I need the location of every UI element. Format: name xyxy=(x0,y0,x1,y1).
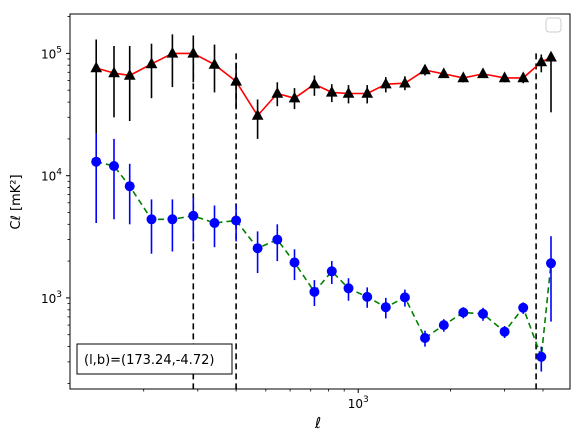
data-point-triangle xyxy=(399,76,411,88)
data-point-triangle xyxy=(166,46,179,58)
data-point-circle xyxy=(343,283,354,294)
data-point-triangle xyxy=(437,67,450,79)
data-point-triangle xyxy=(325,85,338,97)
data-point-circle xyxy=(188,210,199,221)
data-point-triangle xyxy=(380,77,392,89)
data-point-circle xyxy=(91,156,102,167)
annotation-box xyxy=(76,343,233,375)
plot-background xyxy=(70,14,570,389)
annotation-text: (l,b)=(173.24,-4.72) xyxy=(84,353,214,368)
data-point-triangle xyxy=(419,63,431,75)
data-point-triangle xyxy=(517,71,530,83)
y-tick-label: 104 xyxy=(41,168,62,184)
x-axis-label: ℓ xyxy=(314,414,321,432)
data-point-triangle xyxy=(208,58,221,69)
y-tick-label: 103 xyxy=(41,290,62,306)
data-point-circle xyxy=(272,234,283,245)
y-axis-label: Cℓ [mK²] xyxy=(9,174,24,229)
data-point-circle xyxy=(438,320,449,331)
data-point-triangle xyxy=(187,46,200,58)
data-point-circle xyxy=(252,243,263,254)
plot-layer xyxy=(90,34,557,389)
data-point-circle xyxy=(399,292,410,303)
data-point-triangle xyxy=(545,50,557,62)
data-point-circle xyxy=(478,308,488,319)
data-point-circle xyxy=(209,218,220,228)
data-point-triangle xyxy=(123,69,136,80)
data-point-circle xyxy=(380,302,391,313)
plot-frame xyxy=(69,13,571,390)
data-point-circle xyxy=(546,258,556,269)
data-point-circle xyxy=(109,161,119,171)
axes-layer: 103 104 105 103 xyxy=(41,16,544,411)
data-point-circle xyxy=(420,333,430,343)
data-point-circle xyxy=(231,215,242,226)
data-point-triangle xyxy=(342,87,355,98)
data-point-triangle xyxy=(361,87,374,98)
data-point-circle xyxy=(309,286,320,297)
data-point-circle xyxy=(458,307,469,318)
data-point-triangle xyxy=(108,66,120,78)
data-point-triangle xyxy=(145,57,158,69)
data-point-circle xyxy=(124,181,135,192)
y-tick-label: 105 xyxy=(41,45,62,61)
data-point-circle xyxy=(499,326,510,337)
legend-box xyxy=(545,17,562,33)
data-point-triangle xyxy=(230,74,242,86)
data-point-triangle xyxy=(535,55,548,67)
data-point-circle xyxy=(326,266,337,277)
data-point-circle xyxy=(536,351,547,362)
data-point-circle xyxy=(289,257,300,268)
data-point-circle xyxy=(167,214,178,225)
data-point-circle xyxy=(146,214,157,225)
data-point-circle xyxy=(362,291,373,302)
data-point-triangle xyxy=(457,71,470,83)
data-point-triangle xyxy=(271,87,284,98)
x-tick-label: 103 xyxy=(348,395,369,411)
data-point-triangle xyxy=(90,61,103,73)
data-point-triangle xyxy=(288,91,301,103)
data-point-circle xyxy=(518,302,529,313)
data-point-triangle xyxy=(251,109,264,120)
data-point-triangle xyxy=(308,77,321,89)
data-point-triangle xyxy=(477,67,489,79)
data-point-triangle xyxy=(498,71,511,83)
